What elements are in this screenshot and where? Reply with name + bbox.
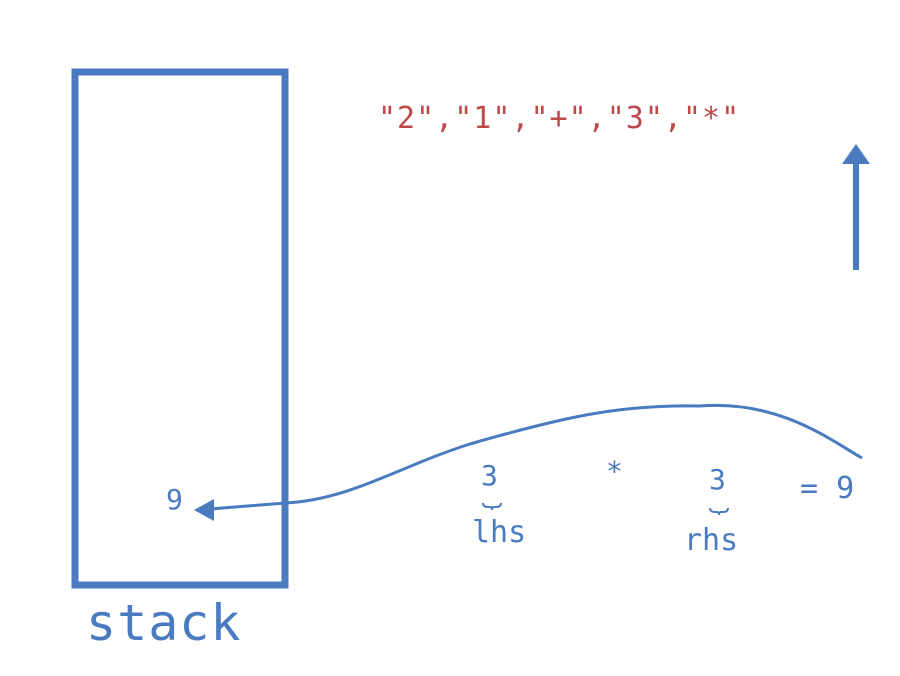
operator-symbol: * bbox=[606, 455, 623, 488]
stack-label: stack bbox=[86, 594, 242, 652]
lhs-brace-icon bbox=[482, 502, 502, 511]
result-value: = 9 bbox=[800, 471, 855, 506]
rhs-brace-icon bbox=[709, 507, 729, 516]
rhs-value: 3 bbox=[709, 463, 726, 496]
lhs-value: 3 bbox=[481, 459, 498, 492]
up-arrow-icon bbox=[842, 144, 870, 270]
stack-box bbox=[71, 68, 289, 589]
rhs-label: rhs bbox=[684, 523, 739, 558]
stack-top-value: 9 bbox=[166, 483, 183, 516]
curved-arrow-icon bbox=[194, 403, 863, 521]
lhs-label: lhs bbox=[472, 515, 527, 550]
token-list: "2","1","+","3","*" bbox=[378, 101, 741, 136]
